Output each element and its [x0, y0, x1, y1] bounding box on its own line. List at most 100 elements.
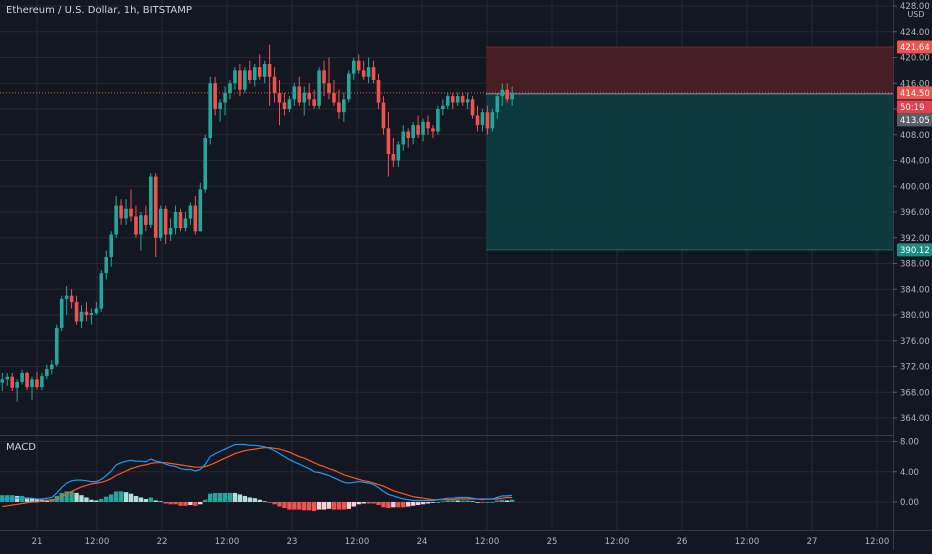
candle[interactable] — [470, 99, 475, 116]
candle[interactable] — [173, 212, 178, 229]
candle[interactable] — [139, 215, 143, 235]
candle[interactable] — [376, 80, 381, 103]
candle[interactable] — [59, 298, 64, 328]
candle[interactable] — [208, 83, 212, 138]
candle[interactable] — [436, 109, 440, 132]
time-axis[interactable]: 21 12:00 22 12:00 23 12:00 24 12:00 25 12:00 26 12:… — [0, 530, 932, 548]
candle[interactable] — [396, 144, 401, 161]
candle[interactable] — [401, 131, 406, 145]
candle[interactable] — [495, 96, 500, 113]
candle[interactable] — [203, 137, 208, 190]
candle[interactable] — [347, 73, 351, 100]
candle[interactable] — [50, 364, 54, 370]
candle[interactable] — [465, 99, 470, 103]
candle[interactable] — [272, 76, 277, 93]
candle[interactable] — [109, 234, 113, 258]
candle[interactable] — [500, 89, 505, 97]
candle[interactable] — [257, 67, 262, 77]
candle[interactable] — [15, 381, 19, 388]
candle[interactable] — [248, 70, 252, 81]
candle[interactable] — [342, 99, 346, 113]
candle[interactable] — [158, 208, 163, 238]
candle[interactable] — [356, 60, 361, 71]
candle[interactable] — [460, 96, 465, 103]
take-profit-zone[interactable] — [486, 92, 893, 250]
candle[interactable] — [485, 112, 490, 129]
candle[interactable] — [361, 70, 366, 77]
candle[interactable] — [406, 131, 410, 138]
candle[interactable] — [129, 208, 133, 217]
candle[interactable] — [104, 257, 109, 274]
candle[interactable] — [317, 70, 321, 106]
candle[interactable] — [198, 189, 203, 232]
candle[interactable] — [64, 295, 69, 299]
candle[interactable] — [99, 273, 104, 309]
candle[interactable] — [267, 63, 272, 77]
candle[interactable] — [351, 60, 356, 74]
candle[interactable] — [5, 376, 10, 380]
candle[interactable] — [243, 70, 247, 90]
price-axis[interactable]: 428.00424.00420.00416.00412.00408.00404.… — [893, 0, 932, 550]
candle[interactable] — [183, 218, 188, 229]
candle[interactable] — [213, 83, 217, 109]
candle[interactable] — [252, 67, 257, 81]
candle[interactable] — [381, 102, 386, 129]
candle[interactable] — [450, 96, 455, 103]
candle[interactable] — [312, 99, 316, 106]
candle[interactable] — [94, 308, 99, 314]
candle[interactable] — [282, 102, 287, 109]
candle[interactable] — [79, 311, 84, 322]
candle[interactable] — [446, 96, 450, 106]
candle[interactable] — [277, 92, 282, 103]
candle[interactable] — [89, 313, 94, 315]
candle[interactable] — [490, 112, 495, 129]
candle[interactable] — [228, 83, 232, 93]
candle[interactable] — [20, 372, 24, 382]
candle[interactable] — [431, 128, 435, 132]
candle[interactable] — [307, 92, 311, 100]
candle[interactable] — [54, 327, 59, 365]
candle[interactable] — [233, 70, 237, 84]
candle[interactable] — [238, 70, 242, 90]
candle[interactable] — [45, 369, 49, 377]
candle[interactable] — [134, 216, 138, 235]
candle[interactable] — [35, 379, 39, 388]
candle[interactable] — [74, 302, 79, 322]
candle[interactable] — [475, 115, 480, 126]
candle[interactable] — [327, 83, 331, 93]
candle[interactable] — [421, 121, 425, 135]
candle[interactable] — [386, 128, 391, 155]
candle[interactable] — [371, 67, 376, 81]
candle[interactable] — [149, 176, 153, 225]
candle[interactable] — [119, 205, 123, 219]
candle[interactable] — [168, 228, 173, 235]
candle[interactable] — [297, 86, 302, 103]
candle[interactable] — [302, 92, 307, 103]
candle[interactable] — [25, 372, 29, 388]
candle[interactable] — [84, 311, 89, 315]
candle[interactable] — [153, 176, 158, 238]
stop-loss-zone[interactable] — [486, 46, 893, 93]
candle[interactable] — [505, 89, 509, 100]
candle[interactable] — [322, 70, 326, 84]
candle[interactable] — [262, 63, 267, 77]
candle[interactable] — [163, 208, 168, 235]
candle[interactable] — [188, 205, 193, 219]
candle[interactable] — [40, 376, 44, 388]
candle[interactable] — [223, 92, 227, 103]
candle[interactable] — [332, 92, 336, 103]
candle[interactable] — [426, 121, 430, 129]
candle[interactable] — [193, 205, 198, 232]
candle[interactable] — [441, 105, 445, 109]
candle[interactable] — [0, 379, 5, 383]
candle[interactable] — [337, 102, 341, 113]
candle[interactable] — [455, 96, 460, 103]
candle[interactable] — [292, 86, 297, 100]
candle[interactable] — [411, 125, 415, 138]
candle[interactable] — [178, 212, 183, 229]
candle[interactable] — [366, 67, 371, 77]
candle[interactable] — [30, 379, 34, 388]
candle[interactable] — [480, 112, 485, 126]
